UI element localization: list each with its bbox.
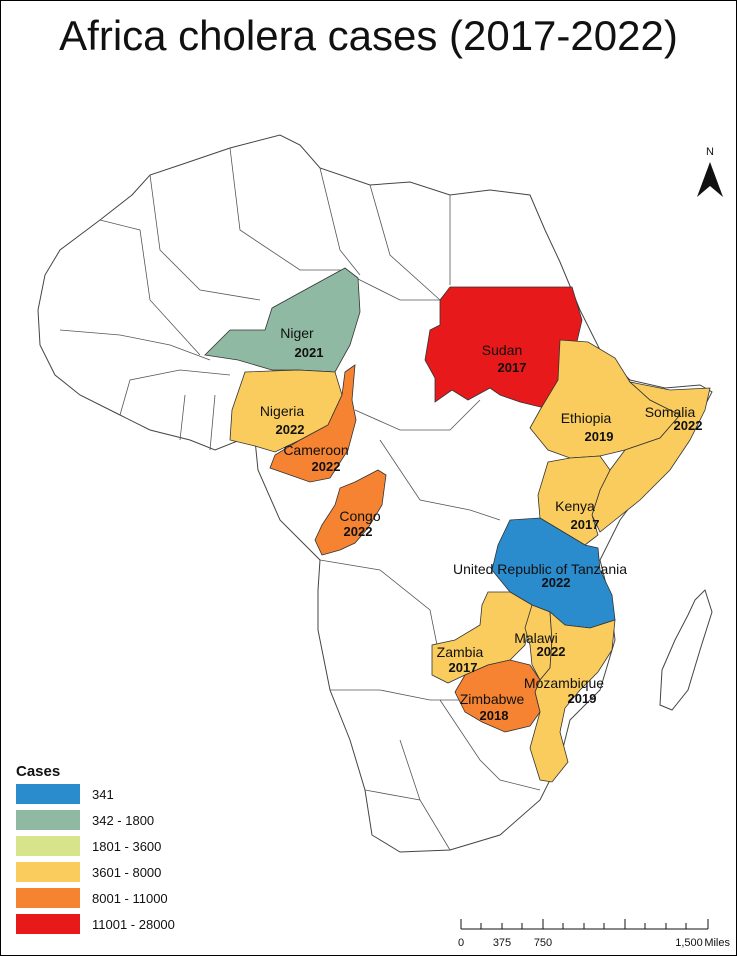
legend-item: 341 [16, 784, 114, 810]
label-malawi-year: 2022 [537, 644, 566, 659]
country-somalia [591, 381, 711, 533]
label-kenya-name: Kenya [555, 498, 595, 514]
label-tanzania-year: 2022 [542, 575, 571, 590]
north-arrow-icon [697, 162, 723, 197]
legend-label: 3601 - 8000 [92, 865, 162, 880]
scale-tick-1: 375 [493, 937, 511, 949]
label-kenya-year: 2017 [571, 517, 600, 532]
label-zimbabwe-name: Zimbabwe [460, 691, 525, 707]
legend-title: Cases [16, 763, 61, 780]
scale-tick-3: 1,500 [675, 937, 703, 949]
label-nigeria-name: Nigeria [260, 403, 305, 419]
legend-label: 11001 - 28000 [92, 917, 175, 932]
legend-item: 342 - 1800 [16, 810, 154, 836]
country-cameroon [269, 364, 357, 483]
label-ethiopia-name: Ethiopia [561, 410, 612, 426]
label-niger-name: Niger [280, 325, 314, 341]
legend-swatch [16, 836, 80, 856]
label-sudan-year: 2017 [498, 360, 527, 375]
label-zambia-year: 2017 [449, 660, 478, 675]
legend: Cases 341 342 - 1800 1801 - 3600 3601 - … [16, 763, 175, 940]
country-congo [314, 469, 387, 556]
label-cameroon-year: 2022 [312, 459, 341, 474]
label-nigeria-year: 2022 [276, 422, 305, 437]
label-zimbabwe-year: 2018 [480, 708, 509, 723]
label-somalia-name: Somalia [645, 404, 696, 420]
label-ethiopia-year: 2019 [585, 429, 614, 444]
label-somalia-year: 2022 [674, 418, 703, 433]
scale-tick-2: 750 [534, 937, 552, 949]
label-congo-name: Congo [339, 508, 380, 524]
legend-swatch [16, 914, 80, 934]
legend-swatch [16, 784, 80, 804]
legend-swatch [16, 888, 80, 908]
country-borders [59, 147, 541, 851]
label-sudan-name: Sudan [482, 342, 522, 358]
label-zambia-name: Zambia [437, 644, 484, 660]
scale-unit: Miles [704, 937, 730, 949]
madagascar-outline [659, 589, 713, 711]
label-mozambique-year: 2019 [568, 691, 597, 706]
legend-item: 1801 - 3600 [16, 836, 161, 862]
scale-tick-0: 0 [458, 937, 464, 949]
legend-label: 342 - 1800 [92, 813, 155, 828]
map-title: Africa cholera cases (2017-2022) [59, 12, 678, 59]
country-zimbabwe [454, 659, 541, 733]
north-arrow-label: N [706, 146, 714, 158]
label-tanzania-name: United Republic of Tanzania [453, 561, 627, 577]
legend-swatch [16, 810, 80, 830]
label-niger-year: 2021 [295, 345, 324, 360]
label-mozambique-name: Mozambique [524, 675, 604, 691]
legend-item: 8001 - 11000 [16, 888, 168, 914]
legend-label: 341 [92, 787, 114, 802]
label-congo-year: 2022 [344, 524, 373, 539]
legend-label: 8001 - 11000 [92, 891, 168, 906]
label-malawi-name: Malawi [514, 630, 558, 646]
scale-bar [460, 919, 709, 930]
legend-item: 11001 - 28000 [16, 914, 175, 940]
country-kenya [537, 455, 611, 546]
legend-label: 1801 - 3600 [92, 839, 162, 854]
legend-item: 3601 - 8000 [16, 862, 161, 888]
label-cameroon-name: Cameroon [283, 442, 348, 458]
legend-swatch [16, 862, 80, 882]
